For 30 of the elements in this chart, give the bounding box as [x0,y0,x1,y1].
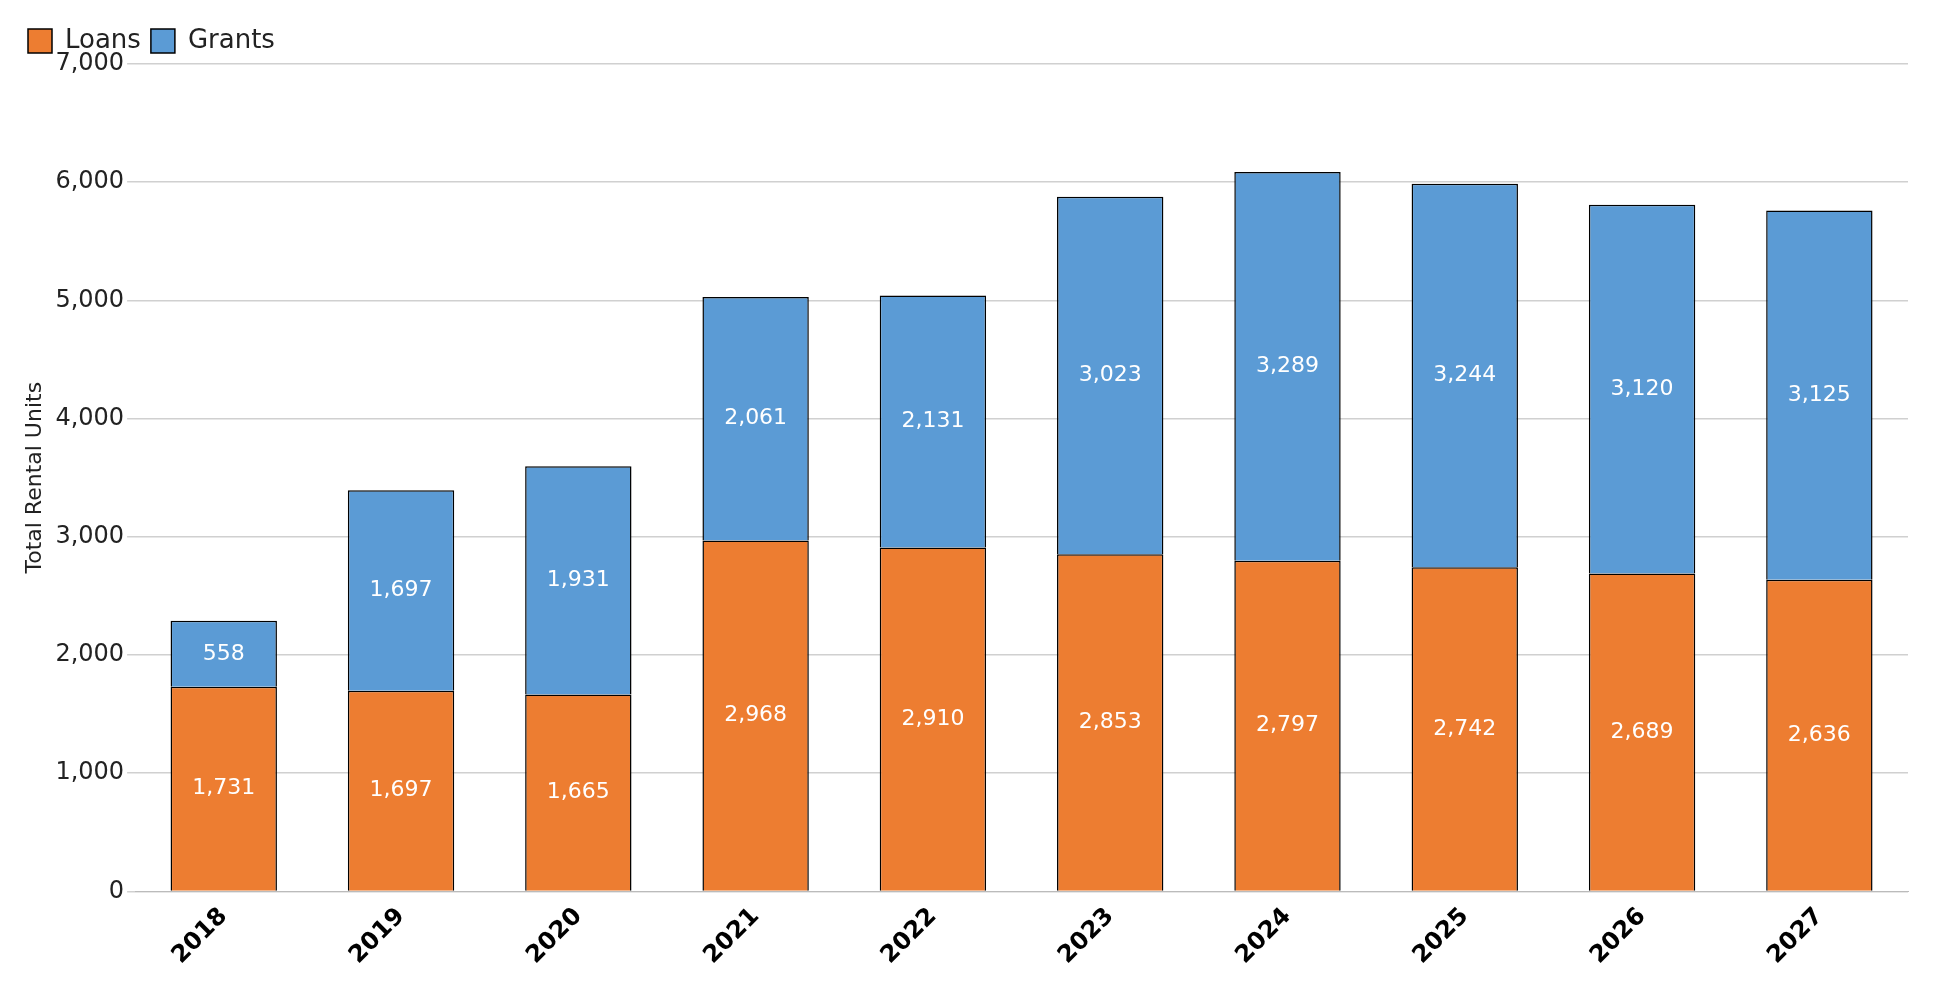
y-tick-label: 0 [108,875,125,904]
data-label: 558 [202,639,245,665]
data-label: 3,125 [1787,380,1851,406]
y-tick-label: 4,000 [55,402,125,431]
data-label: 3,120 [1610,374,1674,400]
data-label: 2,853 [1078,708,1142,734]
data-label: 2,797 [1256,711,1319,737]
data-label: 2,910 [901,704,965,730]
legend-label: Grants [187,23,275,54]
data-label: 1,665 [546,778,610,804]
data-label: 3,289 [1256,352,1319,378]
y-tick-label: 3,000 [55,521,125,550]
data-label: 1,697 [369,576,433,602]
y-tick-label: 7,000 [55,48,125,77]
data-label: 2,968 [724,701,788,727]
data-label: 2,061 [724,404,788,430]
y-tick-label: 5,000 [55,284,125,313]
data-label: 2,689 [1610,717,1674,743]
data-label: 1,931 [546,566,610,592]
data-label: 1,697 [369,776,433,802]
y-tick-label: 6,000 [55,166,125,195]
data-label: 2,742 [1433,714,1497,740]
y-axis-title: Total Rental Units [20,381,46,575]
data-label: 3,023 [1078,361,1142,387]
y-tick-label: 1,000 [55,757,125,786]
data-label: 1,731 [192,774,256,800]
y-tick-label: 2,000 [55,639,125,668]
data-label: 3,244 [1433,361,1497,387]
data-label: 2,636 [1787,720,1851,746]
data-label: 2,131 [901,407,965,433]
